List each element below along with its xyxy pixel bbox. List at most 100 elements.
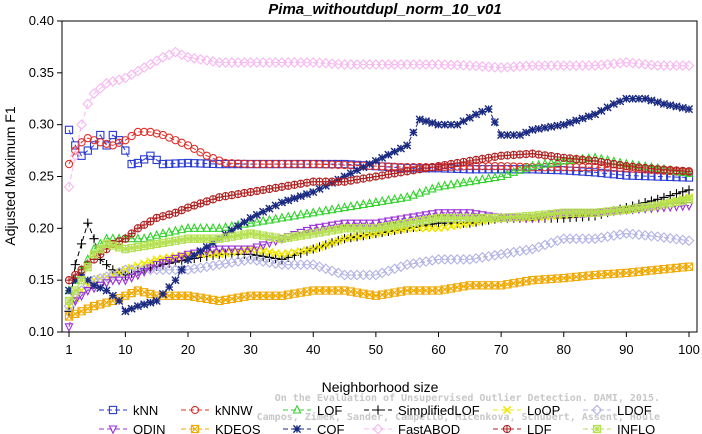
data-point-odin <box>465 209 475 219</box>
data-point-lof <box>471 175 481 185</box>
data-point-cof <box>390 147 399 156</box>
data-point-inflo <box>390 221 399 230</box>
data-point-inflo <box>540 210 550 219</box>
data-point-knnw <box>490 161 500 171</box>
legend-item-lof: LOF <box>283 403 342 418</box>
data-point-knnw <box>340 160 349 170</box>
legend-label-lof: LOF <box>317 403 342 418</box>
data-point-cof <box>140 300 149 309</box>
data-point-ldf <box>165 210 174 219</box>
data-point-inflo <box>678 196 687 205</box>
data-point-inflo <box>421 215 431 225</box>
data-point-ldf <box>140 220 149 230</box>
data-point-knnw <box>146 127 155 137</box>
data-point-inflo <box>89 250 99 259</box>
data-point-ldof <box>470 253 482 264</box>
x-tick-label: 60 <box>431 342 445 357</box>
data-point-ldof <box>395 261 407 273</box>
data-point-knnw <box>496 161 506 171</box>
data-point-loop <box>277 250 287 259</box>
data-point-knn <box>565 166 575 175</box>
data-point-cof <box>165 282 174 292</box>
data-point-knn <box>77 151 86 160</box>
data-point-loop <box>327 238 337 248</box>
data-point-ldof <box>508 246 520 258</box>
legend-marker <box>592 424 602 434</box>
data-point-knn <box>177 159 186 168</box>
data-point-cof <box>240 218 249 227</box>
data-point-inflo <box>659 200 669 209</box>
data-point-knn <box>171 159 180 168</box>
data-point-lof <box>546 157 556 167</box>
x-tick-label: 70 <box>494 342 508 357</box>
data-point-knn <box>165 159 174 168</box>
data-point-knn <box>641 171 650 181</box>
y-tick-label: 0.15 <box>29 272 54 287</box>
data-point-lof <box>678 166 688 176</box>
data-point-odin <box>221 245 231 255</box>
data-point-knnw <box>321 160 330 169</box>
data-point-cof <box>309 187 318 197</box>
data-point-cof <box>459 117 468 126</box>
data-point-knnw <box>246 159 255 169</box>
data-point-ldof <box>602 231 613 243</box>
data-point-knnw <box>377 162 387 171</box>
data-point-knn <box>64 125 74 134</box>
data-point-lof <box>515 164 525 174</box>
data-point-cof <box>83 276 92 285</box>
data-point-lof <box>202 222 212 232</box>
data-point-inflo <box>396 220 406 229</box>
data-point-inflo <box>666 198 675 208</box>
data-point-knn <box>584 167 593 177</box>
data-point-lof <box>158 228 168 238</box>
data-point-lof <box>440 180 450 190</box>
data-point-fastabod <box>683 60 695 71</box>
data-point-knn <box>114 136 124 145</box>
data-point-knnw <box>334 160 343 170</box>
data-point-ldf <box>146 217 155 226</box>
data-point-cof <box>584 112 593 121</box>
data-point-cof <box>133 301 142 311</box>
data-point-lof <box>477 174 487 184</box>
data-point-loop <box>302 245 312 255</box>
x-tick-label: 1 <box>65 342 72 357</box>
data-point-cof <box>89 281 99 290</box>
data-point-ldof <box>264 257 275 268</box>
data-point-inflo <box>146 240 155 250</box>
legend-marker <box>502 405 512 415</box>
data-point-cof <box>503 130 512 140</box>
data-point-cof <box>302 190 312 199</box>
data-point-lof <box>196 222 206 232</box>
data-point-lof <box>509 166 519 176</box>
data-point-odin <box>371 219 381 229</box>
data-point-inflo <box>377 223 387 232</box>
data-point-knn <box>196 159 205 168</box>
data-point-odin <box>152 261 162 271</box>
data-point-lof <box>371 196 381 206</box>
data-point-odin <box>459 209 469 219</box>
data-point-knn <box>127 159 136 169</box>
data-point-ldof <box>326 265 338 277</box>
data-point-fastabod <box>101 77 112 89</box>
data-point-odin <box>108 276 118 286</box>
data-point-ldof <box>414 257 426 268</box>
data-point-ldof <box>502 247 513 259</box>
data-point-inflo <box>71 286 80 295</box>
data-point-knnw <box>196 148 205 157</box>
legend-item-ldof: LDOF <box>583 403 652 418</box>
data-point-lof <box>145 231 155 241</box>
data-point-cof <box>277 198 287 207</box>
data-point-lof <box>246 217 256 227</box>
data-point-knn <box>603 169 612 178</box>
data-point-inflo <box>534 211 543 220</box>
data-point-ldf <box>133 224 143 233</box>
data-point-ldof <box>257 256 269 267</box>
legend-label-fastabod: FastABOD <box>398 422 460 434</box>
data-point-loop <box>146 257 155 266</box>
data-point-lof <box>340 202 350 212</box>
data-point-knnw <box>221 158 230 168</box>
legend-marker <box>292 404 302 414</box>
legend-marker <box>292 424 302 434</box>
data-point-cof <box>609 99 618 109</box>
